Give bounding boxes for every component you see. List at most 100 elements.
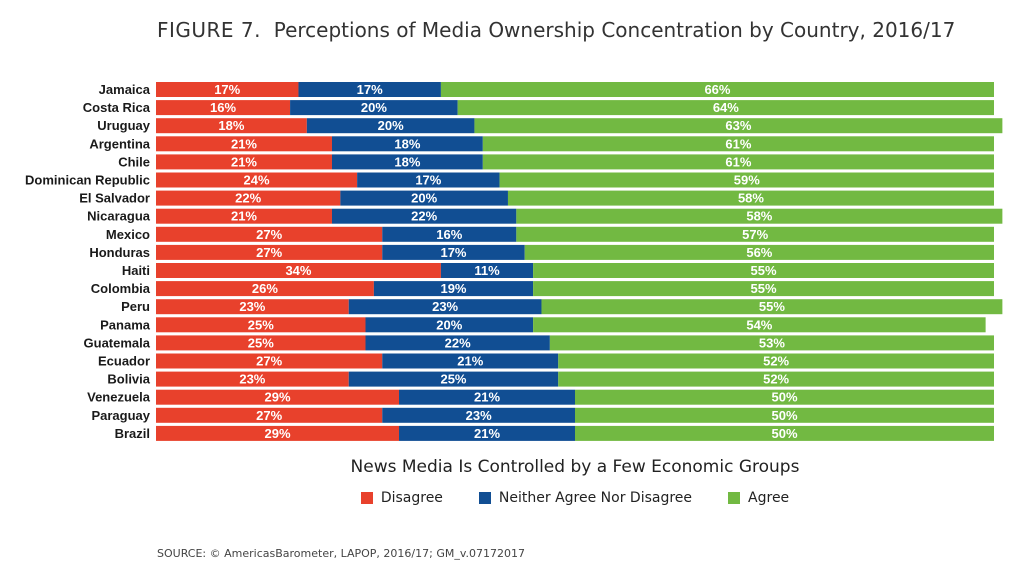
data-label: 20% xyxy=(361,100,387,115)
data-label: 55% xyxy=(751,263,777,278)
bar-2-peru xyxy=(541,299,1003,315)
bar-0-el-salvador xyxy=(156,190,341,206)
y-tick-label: Guatemala xyxy=(84,335,151,350)
y-tick-label: Ecuador xyxy=(98,354,150,369)
bar-0-guatemala xyxy=(156,335,366,351)
bar-2-el-salvador xyxy=(507,190,994,206)
data-label: 25% xyxy=(248,317,274,332)
bar-1-jamaica xyxy=(298,82,441,97)
data-label: 29% xyxy=(264,426,290,441)
legend-swatch xyxy=(360,492,373,504)
bar-1-bolivia xyxy=(348,371,559,387)
data-label: 21% xyxy=(231,209,257,224)
legend-label: Disagree xyxy=(380,490,443,506)
bar-1-mexico xyxy=(382,226,517,242)
data-label: 23% xyxy=(239,372,265,387)
bar-1-paraguay xyxy=(382,407,575,423)
bar-2-ecuador xyxy=(558,353,994,369)
data-label: 21% xyxy=(231,136,257,151)
data-label: 57% xyxy=(742,227,768,242)
data-label: 25% xyxy=(440,372,466,387)
bar-2-paraguay xyxy=(575,407,994,423)
data-label: 24% xyxy=(244,173,270,188)
bar-0-costa-rica xyxy=(156,100,291,116)
data-label: 20% xyxy=(411,191,437,206)
y-tick-label: Bolivia xyxy=(107,372,150,387)
bar-2-guatemala xyxy=(549,335,994,351)
bar-0-paraguay xyxy=(156,407,383,423)
data-label: 23% xyxy=(432,299,458,314)
data-label: 17% xyxy=(440,245,466,260)
bar-2-venezuela xyxy=(575,389,994,405)
data-label: 27% xyxy=(256,245,282,260)
bar-0-dominican-republic xyxy=(156,172,358,188)
data-label: 56% xyxy=(746,245,772,260)
bar-1-panama xyxy=(365,317,534,333)
data-label: 27% xyxy=(256,408,282,423)
bar-0-honduras xyxy=(156,244,383,260)
bar-2-argentina xyxy=(482,136,994,152)
bar-0-ecuador xyxy=(156,353,383,369)
bar-2-dominican-republic xyxy=(499,172,994,188)
legend-label: Agree xyxy=(748,490,790,506)
bar-2-panama xyxy=(533,317,986,333)
data-label: 18% xyxy=(218,118,244,133)
data-label: 34% xyxy=(285,263,311,278)
y-tick-label: Venezuela xyxy=(87,390,151,405)
bar-2-bolivia xyxy=(558,371,994,387)
bar-1-honduras xyxy=(382,244,525,260)
bar-1-el-salvador xyxy=(340,190,508,206)
y-tick-label: Dominican Republic xyxy=(25,173,150,188)
bar-1-uruguay xyxy=(306,118,475,134)
data-label: 27% xyxy=(256,354,282,369)
y-tick-label: Paraguay xyxy=(91,408,150,423)
bar-0-jamaica xyxy=(156,82,299,97)
legend: Disagree Neither Agree Nor Disagree Agree xyxy=(156,490,994,506)
y-tick-label: Brazil xyxy=(115,426,150,441)
y-tick-label: Peru xyxy=(121,299,150,314)
data-label: 22% xyxy=(235,191,261,206)
data-label: 23% xyxy=(239,299,265,314)
data-label: 19% xyxy=(440,281,466,296)
data-label: 21% xyxy=(474,426,500,441)
bar-0-haiti xyxy=(156,263,441,278)
bar-0-mexico xyxy=(156,226,383,242)
x-axis-title: News Media Is Controlled by a Few Econom… xyxy=(350,457,800,477)
bar-1-argentina xyxy=(331,136,483,152)
bar-0-argentina xyxy=(156,136,332,152)
data-label: 61% xyxy=(725,136,751,151)
y-tick-label: Chile xyxy=(118,154,150,169)
data-label: 52% xyxy=(763,354,789,369)
y-tick-label: Nicaragua xyxy=(87,209,151,224)
y-tick-label: Argentina xyxy=(89,136,150,151)
y-tick-label: Haiti xyxy=(122,263,150,278)
y-tick-label: Jamaica xyxy=(99,82,151,97)
data-label: 25% xyxy=(248,335,274,350)
chart-title: FIGURE 7. Perceptions of Media Ownership… xyxy=(157,18,955,42)
bar-1-dominican-republic xyxy=(357,172,500,188)
bar-0-nicaragua xyxy=(156,208,332,224)
y-tick-label: Panama xyxy=(100,317,151,332)
data-label: 63% xyxy=(725,118,751,133)
data-label: 26% xyxy=(252,281,278,296)
figure-label: FIGURE 7. xyxy=(157,18,262,42)
data-label: 61% xyxy=(725,154,751,169)
data-label: 20% xyxy=(378,118,404,133)
data-label: 64% xyxy=(713,100,739,115)
bar-1-brazil xyxy=(399,425,575,441)
bar-2-honduras xyxy=(524,244,994,260)
bar-0-brazil xyxy=(156,425,400,441)
data-label: 16% xyxy=(436,227,462,242)
data-label: 18% xyxy=(394,136,420,151)
data-label: 18% xyxy=(394,154,420,169)
bar-0-colombia xyxy=(156,281,374,297)
legend-item: Agree xyxy=(728,490,789,506)
legend-item: Disagree xyxy=(360,490,443,506)
bar-1-peru xyxy=(348,299,542,315)
data-label: 50% xyxy=(771,426,797,441)
data-label: 55% xyxy=(751,281,777,296)
bar-1-costa-rica xyxy=(290,100,458,116)
data-label: 17% xyxy=(214,82,240,97)
legend-swatch xyxy=(478,492,491,504)
